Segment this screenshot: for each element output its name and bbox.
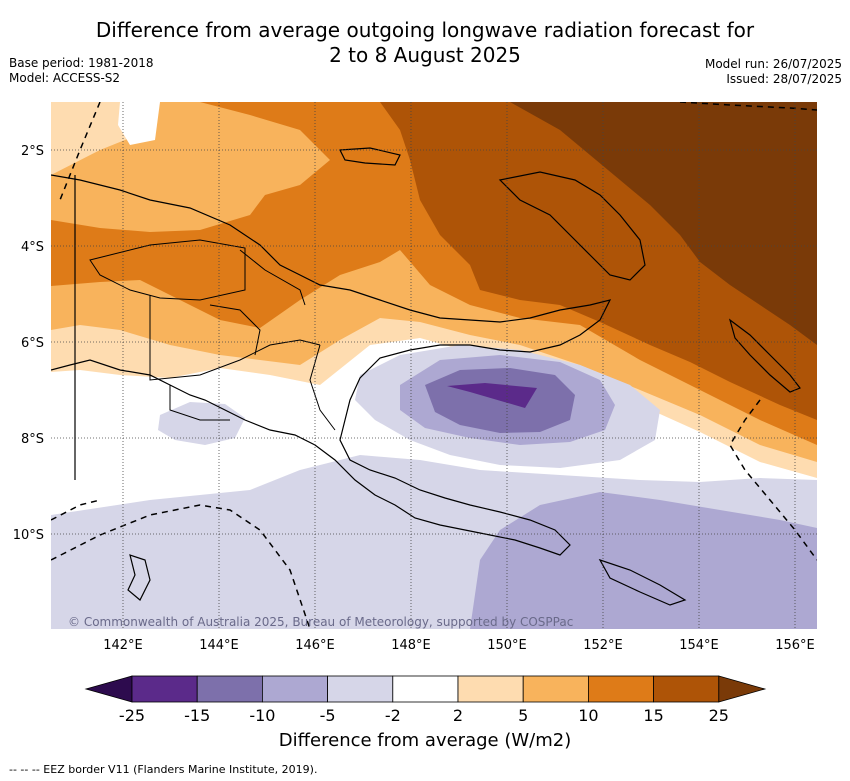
colorbar-segment [261, 675, 328, 703]
colorbar-segment [457, 675, 524, 703]
lon-label: 144°E [199, 638, 239, 653]
coastlines [51, 147, 801, 606]
lat-label: 4°S [21, 240, 44, 255]
meta-left: Base period: 1981-2018 Model: ACCESS-S2 [9, 56, 154, 86]
meta-right: Model run: 26/07/2025 Issued: 28/07/2025 [705, 57, 842, 87]
lon-label: 156°E [775, 638, 815, 653]
map-panel: © Commonwealth of Australia 2025, Bureau… [51, 102, 817, 629]
colorbar-extend-low [84, 675, 133, 703]
islands-south [127, 554, 151, 601]
colorbar: -25 -15 -10 -5 -2 2 5 10 15 25 [84, 675, 767, 725]
lon-label: 154°E [679, 638, 719, 653]
anomaly-band-minus-5-10 [470, 492, 817, 629]
model-name: Model: ACCESS-S2 [9, 71, 121, 85]
colorbar-tick-label: 25 [709, 706, 729, 725]
lat-label: 6°S [21, 336, 44, 351]
chart-title: Difference from average outgoing longwav… [0, 18, 850, 68]
title-line-1: Difference from average outgoing longwav… [95, 18, 755, 42]
colorbar-segment [327, 675, 394, 703]
lat-label: 2°S [21, 144, 44, 159]
colorbar-label: Difference from average (W/m2) [278, 730, 572, 751]
base-period: Base period: 1981-2018 [9, 56, 154, 70]
islands-southeast [598, 558, 687, 606]
province-borders [89, 239, 336, 431]
eez-borders [51, 102, 817, 629]
graticule [51, 102, 817, 629]
colorbar-segment [131, 675, 198, 703]
eez-footnote: -- -- -- EEZ border V11 (Flanders Marine… [9, 763, 318, 776]
anomaly-band-minus-15-25 [447, 383, 537, 408]
anomaly-blob-light [118, 102, 160, 145]
colorbar-segment [522, 675, 589, 703]
longitude-labels: 142°E 144°E 146°E 148°E 150°E 152°E 154°… [103, 638, 815, 653]
lon-label: 146°E [295, 638, 335, 653]
lat-label: 10°S [13, 528, 44, 543]
colorbar-tick-label: 2 [453, 706, 463, 725]
lon-label: 142°E [103, 638, 143, 653]
lon-label: 152°E [583, 638, 623, 653]
colorbar-extend-high [718, 675, 767, 703]
colorbar-tick-label: 5 [518, 706, 528, 725]
colorbar-tick-label: -10 [249, 706, 275, 725]
title-line-2: 2 to 8 August 2025 [329, 43, 521, 67]
issued-date: Issued: 28/07/2025 [726, 72, 842, 86]
lat-label: 8°S [21, 432, 44, 447]
colorbar-tick-label: 10 [578, 706, 598, 725]
colorbar-tick-label: -25 [119, 706, 145, 725]
model-run: Model run: 26/07/2025 [704, 57, 842, 71]
new-guinea-coast [51, 174, 612, 556]
lon-label: 150°E [487, 638, 527, 653]
colorbar-tick-label: 15 [643, 706, 663, 725]
lon-label: 148°E [391, 638, 431, 653]
colorbar-tick-label: -15 [184, 706, 210, 725]
new-britain-coast [498, 171, 646, 281]
colorbar-segment [653, 675, 720, 703]
colorbar-segment [392, 675, 459, 703]
colorbar-tick-label: -5 [320, 706, 336, 725]
colorbar-segment [196, 675, 263, 703]
attribution: © Commonwealth of Australia 2025, Bureau… [68, 615, 573, 629]
colorbar-tick-label: -2 [385, 706, 401, 725]
colorbar-segment [588, 675, 655, 703]
latitude-labels: 2°S 4°S 6°S 8°S 10°S [13, 144, 44, 543]
new-ireland-coast [339, 147, 401, 166]
anomaly-band-above-25 [510, 102, 817, 345]
